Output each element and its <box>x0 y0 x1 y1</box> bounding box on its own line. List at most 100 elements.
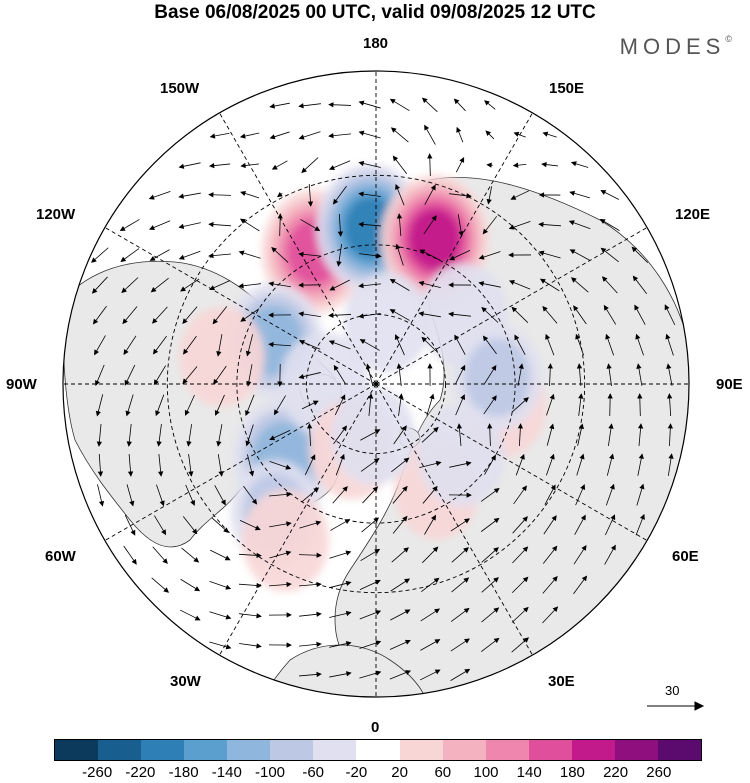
wind-vector-head <box>299 339 305 345</box>
colorbar-swatch <box>657 740 701 760</box>
wind-vector-head <box>178 254 185 260</box>
wind-vector-head <box>431 215 437 222</box>
wind-vector-head <box>256 613 262 619</box>
wind-vector-head <box>277 381 283 387</box>
wind-vector-head <box>125 410 131 417</box>
wind-vector-head <box>512 162 519 168</box>
meridian-line <box>104 227 377 385</box>
colorbar-swatch <box>98 740 142 760</box>
wind-vector-head <box>403 547 409 553</box>
lon-label-30e: 30E <box>548 673 575 690</box>
wind-vector-head <box>448 282 454 288</box>
wind-vector-head <box>664 304 670 311</box>
wind-vector-head <box>581 545 587 551</box>
wind-vector-head <box>635 333 641 340</box>
wind-vector-head <box>358 100 365 106</box>
colorbar-label: -100 <box>254 764 286 781</box>
wind-vector-head <box>218 471 224 477</box>
wind-vector-head <box>609 453 615 460</box>
wind-vector-head <box>404 578 410 584</box>
wind-vector-head <box>193 557 200 563</box>
wind-vector-head <box>298 373 305 380</box>
wind-vector-head <box>298 282 304 288</box>
wind-vector-head <box>435 460 442 467</box>
wind-vector-head <box>538 221 544 228</box>
wind-vector-head <box>184 409 190 416</box>
wind-vector-head <box>575 333 581 340</box>
lon-label-120w: 120W <box>36 206 76 223</box>
wind-vector-head <box>208 162 215 169</box>
wind-vector-head <box>456 423 463 429</box>
wind-vector-head <box>314 226 321 232</box>
colorbar-swatch <box>399 740 443 760</box>
wind-vector-head <box>464 668 471 674</box>
wind-vector-head <box>91 288 98 294</box>
wind-vector-head <box>268 341 274 348</box>
colorbar-swatch <box>614 740 658 760</box>
wind-vector-head <box>374 548 381 554</box>
wind-vector-head <box>637 393 643 399</box>
lon-label-90w: 90W <box>6 376 37 393</box>
wind-vector-head <box>463 607 470 614</box>
wind-vector-head <box>434 669 441 675</box>
wind-vector-head <box>449 255 456 261</box>
wind-vector-head <box>418 280 425 287</box>
wind-vector-head <box>394 334 400 341</box>
lon-label-120e: 120E <box>675 206 711 223</box>
wind-vector-head <box>92 318 99 325</box>
wind-vector-head <box>127 471 134 477</box>
wind-vector-head <box>277 213 283 219</box>
wind-vector-head <box>427 363 433 369</box>
lon-label-0: 0 <box>371 719 380 736</box>
wind-vector-head <box>395 243 401 250</box>
wind-vector-head <box>667 423 673 429</box>
wind-vector-head <box>129 500 135 507</box>
wind-vector-head <box>298 103 304 109</box>
map-title: Base 06/08/2025 00 UTC, valid 09/08/2025… <box>154 2 596 23</box>
wind-vector-head <box>316 641 322 647</box>
wind-vector-head <box>600 190 607 195</box>
wind-vector-head <box>490 454 496 461</box>
wind-vector-head <box>216 351 222 357</box>
wind-vector-head <box>368 393 374 399</box>
wind-vector-head <box>188 471 194 477</box>
wind-vector-head <box>610 514 616 521</box>
wind-vector-head <box>345 550 352 556</box>
wind-vector-head <box>161 529 167 536</box>
wind-vector-head <box>158 471 164 477</box>
wind-vector-head <box>345 641 352 647</box>
wind-vector-head <box>345 580 352 586</box>
wind-vector-head <box>396 213 403 219</box>
wind-vector-head <box>402 515 408 522</box>
wind-vector-head <box>209 285 216 291</box>
wind-vector-head <box>285 464 292 470</box>
wind-vector-head <box>610 544 616 551</box>
lon-label-150e: 150E <box>549 80 585 97</box>
wind-vector-head <box>375 670 382 676</box>
lon-label-180: 180 <box>363 35 389 52</box>
wind-vector-head <box>491 395 497 402</box>
wind-vector-head <box>478 281 485 287</box>
wind-vector-head <box>340 394 346 401</box>
colorbar <box>54 739 702 761</box>
wind-vector-head <box>639 483 645 490</box>
wind-vector-head <box>463 577 470 583</box>
wind-vectors <box>91 97 676 681</box>
wind-vector-head <box>332 198 339 205</box>
wind-vector-head <box>328 340 335 346</box>
wind-vector-head <box>120 256 127 262</box>
wind-vector-head <box>269 134 276 140</box>
wind-vector-head <box>269 435 276 441</box>
wind-vector-head <box>183 348 189 355</box>
graticule <box>63 71 689 697</box>
wind-vector-head <box>328 312 334 318</box>
wind-vector-head <box>580 484 586 490</box>
wind-vector-head <box>182 378 188 385</box>
wind-vector-head <box>508 224 515 230</box>
wind-vector-head <box>124 379 130 386</box>
wind-vector-head <box>286 581 292 588</box>
wind-vector-head <box>389 98 396 104</box>
anomaly-contour <box>464 338 531 417</box>
wind-vector-head <box>190 500 196 506</box>
wind-vector-head <box>91 257 97 263</box>
